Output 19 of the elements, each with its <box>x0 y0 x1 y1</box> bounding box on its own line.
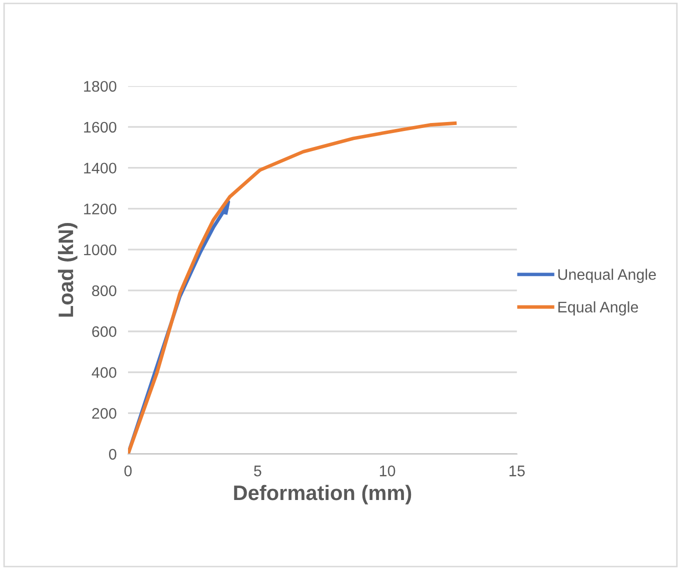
y-tick-label: 1000 <box>84 244 116 256</box>
x-tick-label: 15 <box>510 466 525 476</box>
y-tick-label: 1200 <box>84 204 116 214</box>
x-tick-label: 0 <box>124 466 132 476</box>
x-axis-title: Deformation (mm) <box>234 484 412 504</box>
x-tick-label: 5 <box>254 466 262 476</box>
y-tick-label: 0 <box>109 448 116 460</box>
y-tick-label: 800 <box>92 285 116 296</box>
y-tick-label: 1400 <box>84 162 116 174</box>
y-tick-label: 1600 <box>84 122 116 133</box>
y-tick-label: 600 <box>92 326 116 338</box>
legend-label: Equal Angle <box>558 301 638 316</box>
y-axis-title: Load (kN) <box>58 223 78 317</box>
y-tick-label: 1800 <box>84 80 116 92</box>
y-tick-label: 200 <box>92 408 116 419</box>
y-tick-label: 400 <box>92 367 116 378</box>
legend-label: Unequal Angle <box>558 268 656 283</box>
line-series <box>128 122 457 454</box>
x-tick-label: 10 <box>380 466 396 476</box>
